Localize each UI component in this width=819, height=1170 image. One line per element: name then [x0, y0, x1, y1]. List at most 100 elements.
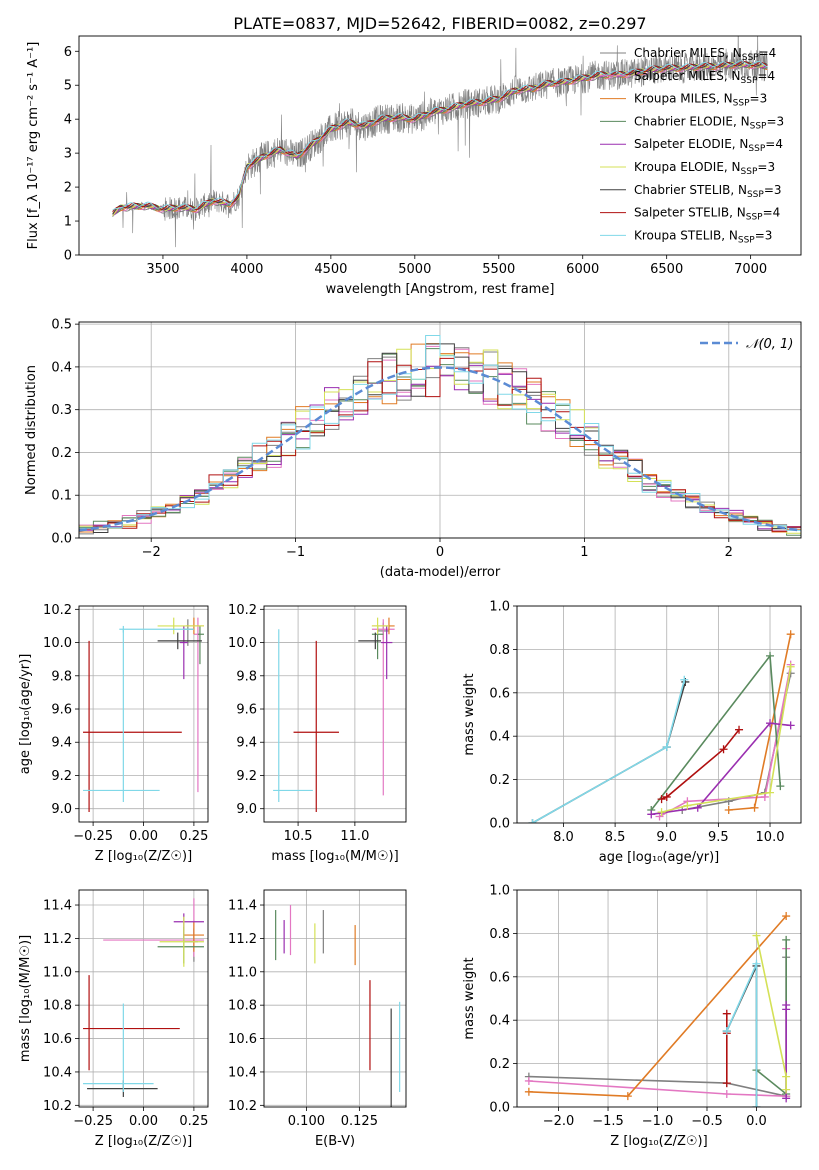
- y-tick-label: 3: [64, 147, 72, 162]
- weight-marker-series-9: [752, 1103, 761, 1107]
- panel-mass_vs_ebv: 0.100 0.125 10.2 10.4 10.6 10.8 11.0 11.2 11.4 E(…: [228, 889, 407, 1149]
- weight-marker-series-6: [683, 801, 692, 810]
- y-tick-label: 11.4: [228, 899, 257, 914]
- point-series-1: [183, 928, 198, 962]
- histogram-step-9: [79, 335, 801, 538]
- x-tick-label: 2: [725, 545, 733, 560]
- weight-marker-series-8: [662, 792, 671, 801]
- y-tick-label: 9.6: [51, 703, 72, 718]
- panel-residuals: −2 −1 0 1 2 0.0 0.1 0.2 0.3 0.4 0.5 (data-model)/er…: [24, 318, 802, 580]
- legend-entry-normal: 𝒩(0, 1): [746, 337, 793, 352]
- x-tick-label: 6500: [650, 262, 683, 277]
- point-series-9: [83, 629, 160, 803]
- x-tick-label: 0.0: [746, 1114, 767, 1129]
- y-tick-label: 9.6: [236, 703, 257, 718]
- y-tick-label: 9.8: [51, 669, 72, 684]
- panel-weight_vs_Z: −2.0 −1.5 −1.0 −0.5 0.0 0.0 0.2 0.4 0.6 0.8 1.0 Z […: [462, 884, 802, 1149]
- axes-frame: [78, 889, 209, 1108]
- x-axis-label: wavelength [Angstrom, rest frame]: [326, 282, 555, 297]
- weight-marker-series-9: [680, 675, 689, 684]
- weight-marker-series-3: [623, 1092, 632, 1101]
- legend-entry-3: Kroupa MILES, NSSP=3: [634, 92, 767, 109]
- weight-marker-series-8: [719, 745, 728, 754]
- point-series-9: [119, 625, 194, 633]
- weight-marker-series-4: [782, 935, 791, 944]
- y-tick-label: 0.8: [489, 643, 510, 658]
- panels: 3500 4000 4500 5000 5500 6000 6500 7000 0 1 2 3 4 5 6 w…: [18, 35, 802, 1149]
- point-series-6: [157, 617, 204, 635]
- y-tick-label: 11.2: [228, 932, 257, 947]
- weight-line-series-9: [726, 963, 758, 1107]
- y-tick-label: 10.8: [43, 999, 72, 1014]
- y-tick-label: 1.0: [489, 884, 510, 899]
- axes-frame: [516, 889, 802, 1108]
- point-series-4: [197, 625, 204, 665]
- weight-marker-series-4: [776, 782, 785, 791]
- x-tick-label: 0.100: [288, 1114, 325, 1129]
- plot-area-spectrum: [112, 36, 768, 248]
- weight-marker-series-5: [782, 1001, 791, 1010]
- point-series-8: [83, 640, 182, 813]
- weight-marker-series-8: [657, 795, 666, 804]
- y-tick-label: 10.0: [43, 636, 72, 651]
- panel-weight_vs_age: 8.0 8.5 9.0 9.5 10.0 0.0 0.2 0.4 0.6 0.8 1.0 age [l…: [462, 600, 802, 865]
- x-tick-label: −1.5: [592, 1114, 624, 1129]
- y-tick-label: 9.0: [236, 802, 257, 817]
- x-tick-label: −0.25: [73, 829, 113, 844]
- x-tick-label: 0.25: [179, 1114, 208, 1129]
- legend-entry-2: Salpeter MILES, NSSP=4: [634, 69, 775, 86]
- point-series-7: [358, 632, 382, 650]
- x-axis-label: Z [log₁₀(Z/Z☉)]: [95, 1134, 192, 1149]
- y-tick-label: 10.2: [43, 603, 72, 618]
- x-tick-label: 0.125: [341, 1114, 378, 1129]
- panel-age_vs_mass: 10.5 11.0 9.0 9.2 9.4 9.6 9.8 10.0 10.2 mass [log…: [228, 603, 407, 864]
- y-tick-label: 9.4: [51, 736, 72, 751]
- y-tick-label: 0.2: [489, 773, 510, 788]
- figure-title: PLATE=0837, MJD=52642, FIBERID=0082, z=0…: [233, 14, 646, 33]
- y-tick-label: 9.8: [236, 669, 257, 684]
- point-series-8: [83, 975, 180, 1071]
- x-axis-label: Z [log₁₀(Z/Z☉)]: [95, 849, 192, 864]
- y-axis-label: Flux [f_λ 10⁻¹⁷ erg cm⁻² s⁻¹ A⁻¹]: [26, 42, 41, 250]
- weight-marker-series-2: [760, 792, 769, 801]
- x-tick-label: 9.5: [708, 830, 729, 845]
- y-tick-label: 10.8: [228, 999, 257, 1014]
- y-tick-label: 10.2: [43, 1099, 72, 1114]
- weight-marker-series-5: [786, 721, 795, 730]
- plot-area-age_vs_Z: [79, 606, 208, 822]
- y-tick-label: 10.4: [228, 1065, 257, 1080]
- y-axis-label: age [log₁₀(age/yr)]: [18, 654, 33, 775]
- x-tick-label: −0.5: [691, 1114, 723, 1129]
- x-tick-label: 3500: [146, 262, 179, 277]
- point-series-4: [157, 926, 204, 964]
- y-axis-label: mass weight: [462, 673, 477, 755]
- weight-marker-series-9: [722, 1027, 731, 1036]
- panel-age_vs_Z: −0.25 0.00 0.25 9.0 9.2 9.4 9.6 9.8 10.0 10.2 Z [l…: [18, 603, 209, 864]
- x-tick-label: −1.0: [642, 1114, 674, 1129]
- y-tick-label: 0.4: [489, 730, 510, 745]
- y-tick-label: 0.3: [51, 403, 72, 418]
- legend-entry-4: Chabrier ELODIE, NSSP=3: [634, 114, 784, 131]
- x-axis-label: E(B-V): [315, 1134, 355, 1149]
- x-tick-label: 11.0: [340, 829, 369, 844]
- weight-line-series-7: [532, 681, 687, 823]
- y-tick-label: 9.2: [51, 769, 72, 784]
- axes-frame: [78, 605, 209, 823]
- plot-area-age_vs_mass: [264, 606, 406, 822]
- weight-marker-series-5: [693, 803, 702, 812]
- weight-line-series-8: [661, 729, 740, 800]
- x-tick-label: 1: [580, 545, 588, 560]
- model-line-8: [112, 60, 768, 213]
- y-tick-label: 10.2: [228, 1099, 257, 1114]
- model-line-7: [112, 61, 768, 215]
- weight-marker-series-3: [786, 630, 795, 639]
- x-tick-label: 8.0: [553, 830, 574, 845]
- x-tick-label: −2: [142, 545, 161, 560]
- weight-marker-series-2: [524, 1076, 533, 1085]
- weight-marker-series-9: [662, 743, 671, 752]
- point-series-5: [179, 625, 188, 680]
- y-axis-label: mass weight: [462, 957, 477, 1039]
- y-tick-label: 9.4: [236, 736, 257, 751]
- weight-marker-series-3: [524, 1087, 533, 1096]
- legend-entry-6: Kroupa ELODIE, NSSP=3: [634, 160, 775, 177]
